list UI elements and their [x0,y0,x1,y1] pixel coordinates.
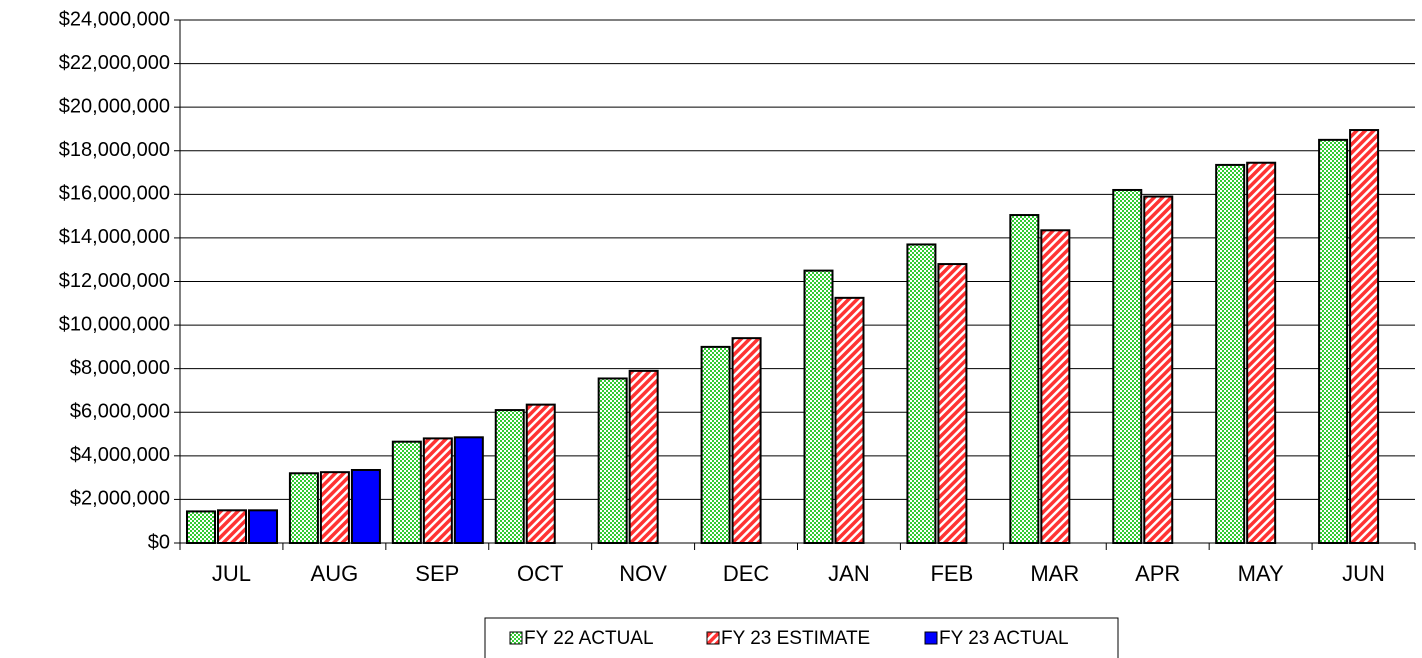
bar [628,369,659,544]
bar [803,269,834,544]
legend-box [484,617,1119,658]
y-tick-label: $14,000,000 [59,226,170,248]
legend-label: FY 22 ACTUAL [524,628,654,649]
x-tick-label: AUG [311,561,359,586]
y-tick-label: $6,000,000 [70,401,170,423]
legend-swatch [509,631,523,645]
bar [186,510,216,544]
legend-swatch [706,631,720,645]
x-tick-label: JUL [212,561,251,586]
y-tick-label: $2,000,000 [70,488,170,510]
bar [1246,161,1277,544]
legend-label: FY 23 ESTIMATE [721,628,870,649]
bar [288,472,319,544]
bar [494,409,525,544]
y-tick-label: $12,000,000 [59,270,170,292]
bar [1318,138,1349,545]
x-tick-label: DEC [723,561,770,586]
bar [834,296,865,544]
y-tick-label: $20,000,000 [59,95,170,117]
y-tick-label: $8,000,000 [70,357,170,379]
x-tick-label: APR [1135,561,1180,586]
y-tick-label: $18,000,000 [59,139,170,161]
bar [319,471,350,545]
bar [1349,129,1380,544]
x-tick-label: MAR [1030,561,1079,586]
x-tick-label: MAY [1238,561,1284,586]
x-tick-label: FEB [930,561,973,586]
bar [453,436,484,545]
bar [1009,214,1040,544]
x-tick-label: OCT [517,561,563,586]
y-tick-label: $0 [148,531,170,553]
legend: FY 22 ACTUAL FY 23 ESTIMATE FY 23 ACTUAL [484,617,1119,658]
x-tick-label: JUN [1342,561,1385,586]
bar [1215,163,1246,544]
bar [906,243,937,544]
y-tick-label: $24,000,000 [59,8,170,30]
x-tick-label: JAN [828,561,870,586]
y-tick-label: $10,000,000 [59,313,170,335]
bar [422,437,453,544]
x-tick-label: SEP [415,561,459,586]
bar [248,509,278,544]
legend-swatch [924,631,938,645]
legend-label: FY 23 ACTUAL [939,628,1069,649]
bar [1143,195,1174,544]
y-tick-label: $22,000,000 [59,52,170,74]
bar [937,263,968,544]
bar [1040,229,1071,544]
bar [700,345,731,544]
bar [731,337,762,544]
bar [1112,188,1143,544]
y-tick-label: $16,000,000 [59,183,170,205]
bar [597,377,628,545]
x-tick-label: NOV [619,561,667,586]
bar [350,468,381,545]
y-tick-label: $4,000,000 [70,444,170,466]
bar [525,403,556,545]
bar [391,440,422,545]
bar [217,509,247,544]
